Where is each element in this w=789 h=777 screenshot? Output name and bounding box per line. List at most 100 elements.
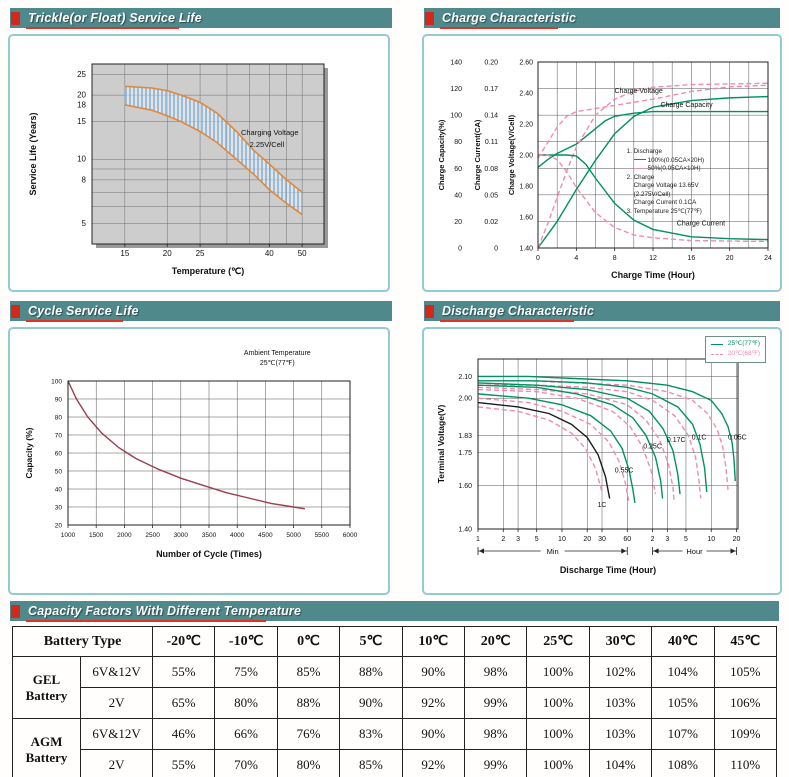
capacity-value-cell: 99% [463, 749, 528, 777]
header-accent-mark [11, 11, 20, 25]
capacity-value-cell: 85% [276, 656, 341, 688]
y-tick-label: 25 [77, 70, 86, 79]
y-axis-title: Charge Capacity(%) [437, 119, 446, 190]
y-axis-title: Charge Voltage(V/Cell) [507, 114, 516, 195]
y-tick-label: 15 [77, 117, 86, 126]
y-tick-label: 80 [454, 139, 462, 146]
y-tick-label: 80 [55, 415, 63, 422]
capacity-value-cell: 92% [401, 749, 465, 777]
x-tick-label: 20 [733, 536, 741, 543]
temp-column-header: -20℃ [152, 626, 216, 657]
cycle-service-life-chart: 1000 1500 2000 2500 3000 3500 4000 4500 5000 5500… [12, 331, 386, 591]
series-1C-25 [477, 401, 611, 499]
capacity-value-cell: 104% [651, 656, 715, 688]
table-row: 2V 65% 80% 88% 90% 92% 99% 100% 103% 105% 106% [13, 687, 778, 719]
x-tick-label: 20 [726, 255, 734, 262]
temp-column-header: 20℃ [463, 626, 528, 657]
panel-header-capacity-table: Capacity Factors With Different Temperat… [10, 601, 779, 622]
chart-annotation: 0.05C [728, 435, 747, 442]
capacity-value-cell: 103% [588, 687, 653, 719]
panel-header-trickle: Trickle(or Float) Service Life [10, 8, 392, 29]
x-tick-label: 3000 [174, 532, 189, 539]
note-line: 50%(0.05CA×10H) [627, 165, 771, 174]
y-axis-title: Capacity (%) [24, 427, 34, 478]
y-tick-label: 18 [77, 100, 86, 109]
x-tick-label: 5 [684, 536, 688, 543]
x-tick-label: 2 [651, 536, 655, 543]
capacity-value-cell: 55% [152, 749, 216, 777]
x-tick-label: 15 [120, 249, 129, 258]
note-line: 3. Temperature 25℃(77℉) [627, 208, 771, 217]
x-tick-label: 10 [558, 536, 566, 543]
series-charge-capacity-50 [537, 82, 769, 249]
x-axis-title: Temperature (℃) [172, 266, 244, 276]
trickle-service-life-chart: 15 20 25 40 50 5 8 10 15 18 20 25 Service Life (Year… [12, 38, 386, 288]
x-axis-title: Charge Time (Hour) [611, 270, 695, 280]
y-axis-title: Terminal Voltage(V) [436, 405, 446, 484]
polygon-el [653, 548, 659, 554]
capacity-value-cell: 109% [713, 718, 778, 750]
x-tick-label: 0 [536, 255, 540, 262]
y-tick-label: 2.40 [519, 91, 533, 98]
x-tick-label: 20 [163, 249, 172, 258]
chart-annotation: 0.55C [615, 467, 634, 474]
capacity-value-cell: 106% [713, 687, 778, 719]
panel-header-discharge: Discharge Characteristic [424, 301, 780, 322]
capacity-value-cell: 46% [152, 718, 216, 750]
polygon-el [621, 548, 627, 554]
capacity-table-body: GEL Battery 6V&12V 55% 75% 85% 88% 90% 98% 100% 1… [12, 656, 778, 777]
y-tick-label: 1.40 [458, 527, 472, 534]
x-tick-label: 3 [516, 536, 520, 543]
capacity-value-cell: 100% [526, 656, 590, 688]
chart-annotation: 1C [598, 502, 607, 509]
y-tick-label: 20 [55, 523, 63, 530]
dashed-pink-line-swatch [633, 167, 646, 169]
note-line: 2. Charge [627, 174, 771, 183]
x-tick-label: 10 [707, 536, 715, 543]
y-tick-label: 140 [450, 60, 462, 67]
battery-type-cell: 6V&12V [79, 718, 154, 750]
y-tick-label: 70 [55, 433, 63, 440]
y-tick-label: 0 [494, 246, 498, 253]
note-text: (2.275V/Cell) [633, 190, 671, 198]
x-tick-label: 4000 [230, 532, 245, 539]
y-tick-label: 0.08 [484, 166, 498, 173]
temp-column-header: 40℃ [651, 626, 715, 657]
x-tick-label: 1000 [61, 532, 76, 539]
x-tick-label: 1500 [89, 532, 104, 539]
x-axis-title: Discharge Time (Hour) [560, 565, 656, 575]
capacity-value-cell: 92% [401, 687, 465, 719]
capacity-value-cell: 88% [276, 687, 341, 719]
y-tick-label: 120 [450, 86, 462, 93]
table-row: AGM Battery 6V&12V 46% 66% 76% 83% 90% 98% 100% 1… [12, 718, 778, 777]
y-tick-label: 0.11 [485, 139, 498, 146]
temp-column-header: -10℃ [214, 626, 278, 657]
series-0.1C-25 [478, 380, 708, 493]
capacity-value-cell: 100% [526, 687, 590, 719]
y-tick-label: 0.14 [484, 113, 498, 120]
discharge-characteristic-chart: 1 2 3 5 10 20 30 60 2 3 5 10 20 1.40 1.60 1.75 1.83 2.00 2… [426, 331, 778, 591]
y-tick-label: 1.60 [519, 215, 533, 222]
battery-type-cell: 6V&12V [79, 656, 154, 688]
solid-green-line-swatch [633, 159, 646, 161]
battery-type-header: Battery Type [11, 626, 154, 657]
note-line: 100%(0.05CA×20H) [627, 157, 771, 166]
capacity-value-cell: 98% [463, 656, 528, 688]
legend-label: 25℃(77℉) [727, 340, 760, 347]
temp-column-header: 25℃ [526, 626, 590, 657]
x-tick-label: 16 [687, 255, 695, 262]
x-tick-label: 4 [574, 255, 578, 262]
note-text: Charge Current 0.1CA [633, 199, 697, 206]
panel-title-cycle: Cycle Service Life [26, 303, 139, 322]
capacity-value-cell: 100% [526, 749, 590, 777]
note-text: Charge Voltage 13.65V [633, 182, 699, 189]
capacity-value-cell: 80% [214, 687, 278, 719]
panel-title-discharge: Discharge Characteristic [439, 303, 595, 322]
x-axis-title: Number of Cycle (Times) [156, 549, 262, 559]
charge-conditions-note: 1. Discharge 100%(0.05CA×20H) 50%(0.05CA×1… [627, 148, 771, 216]
panel-title-trickle: Trickle(or Float) Service Life [26, 10, 202, 29]
chart-annotation: Charge Voltage [614, 88, 662, 95]
x-tick-label: 40 [265, 249, 274, 258]
